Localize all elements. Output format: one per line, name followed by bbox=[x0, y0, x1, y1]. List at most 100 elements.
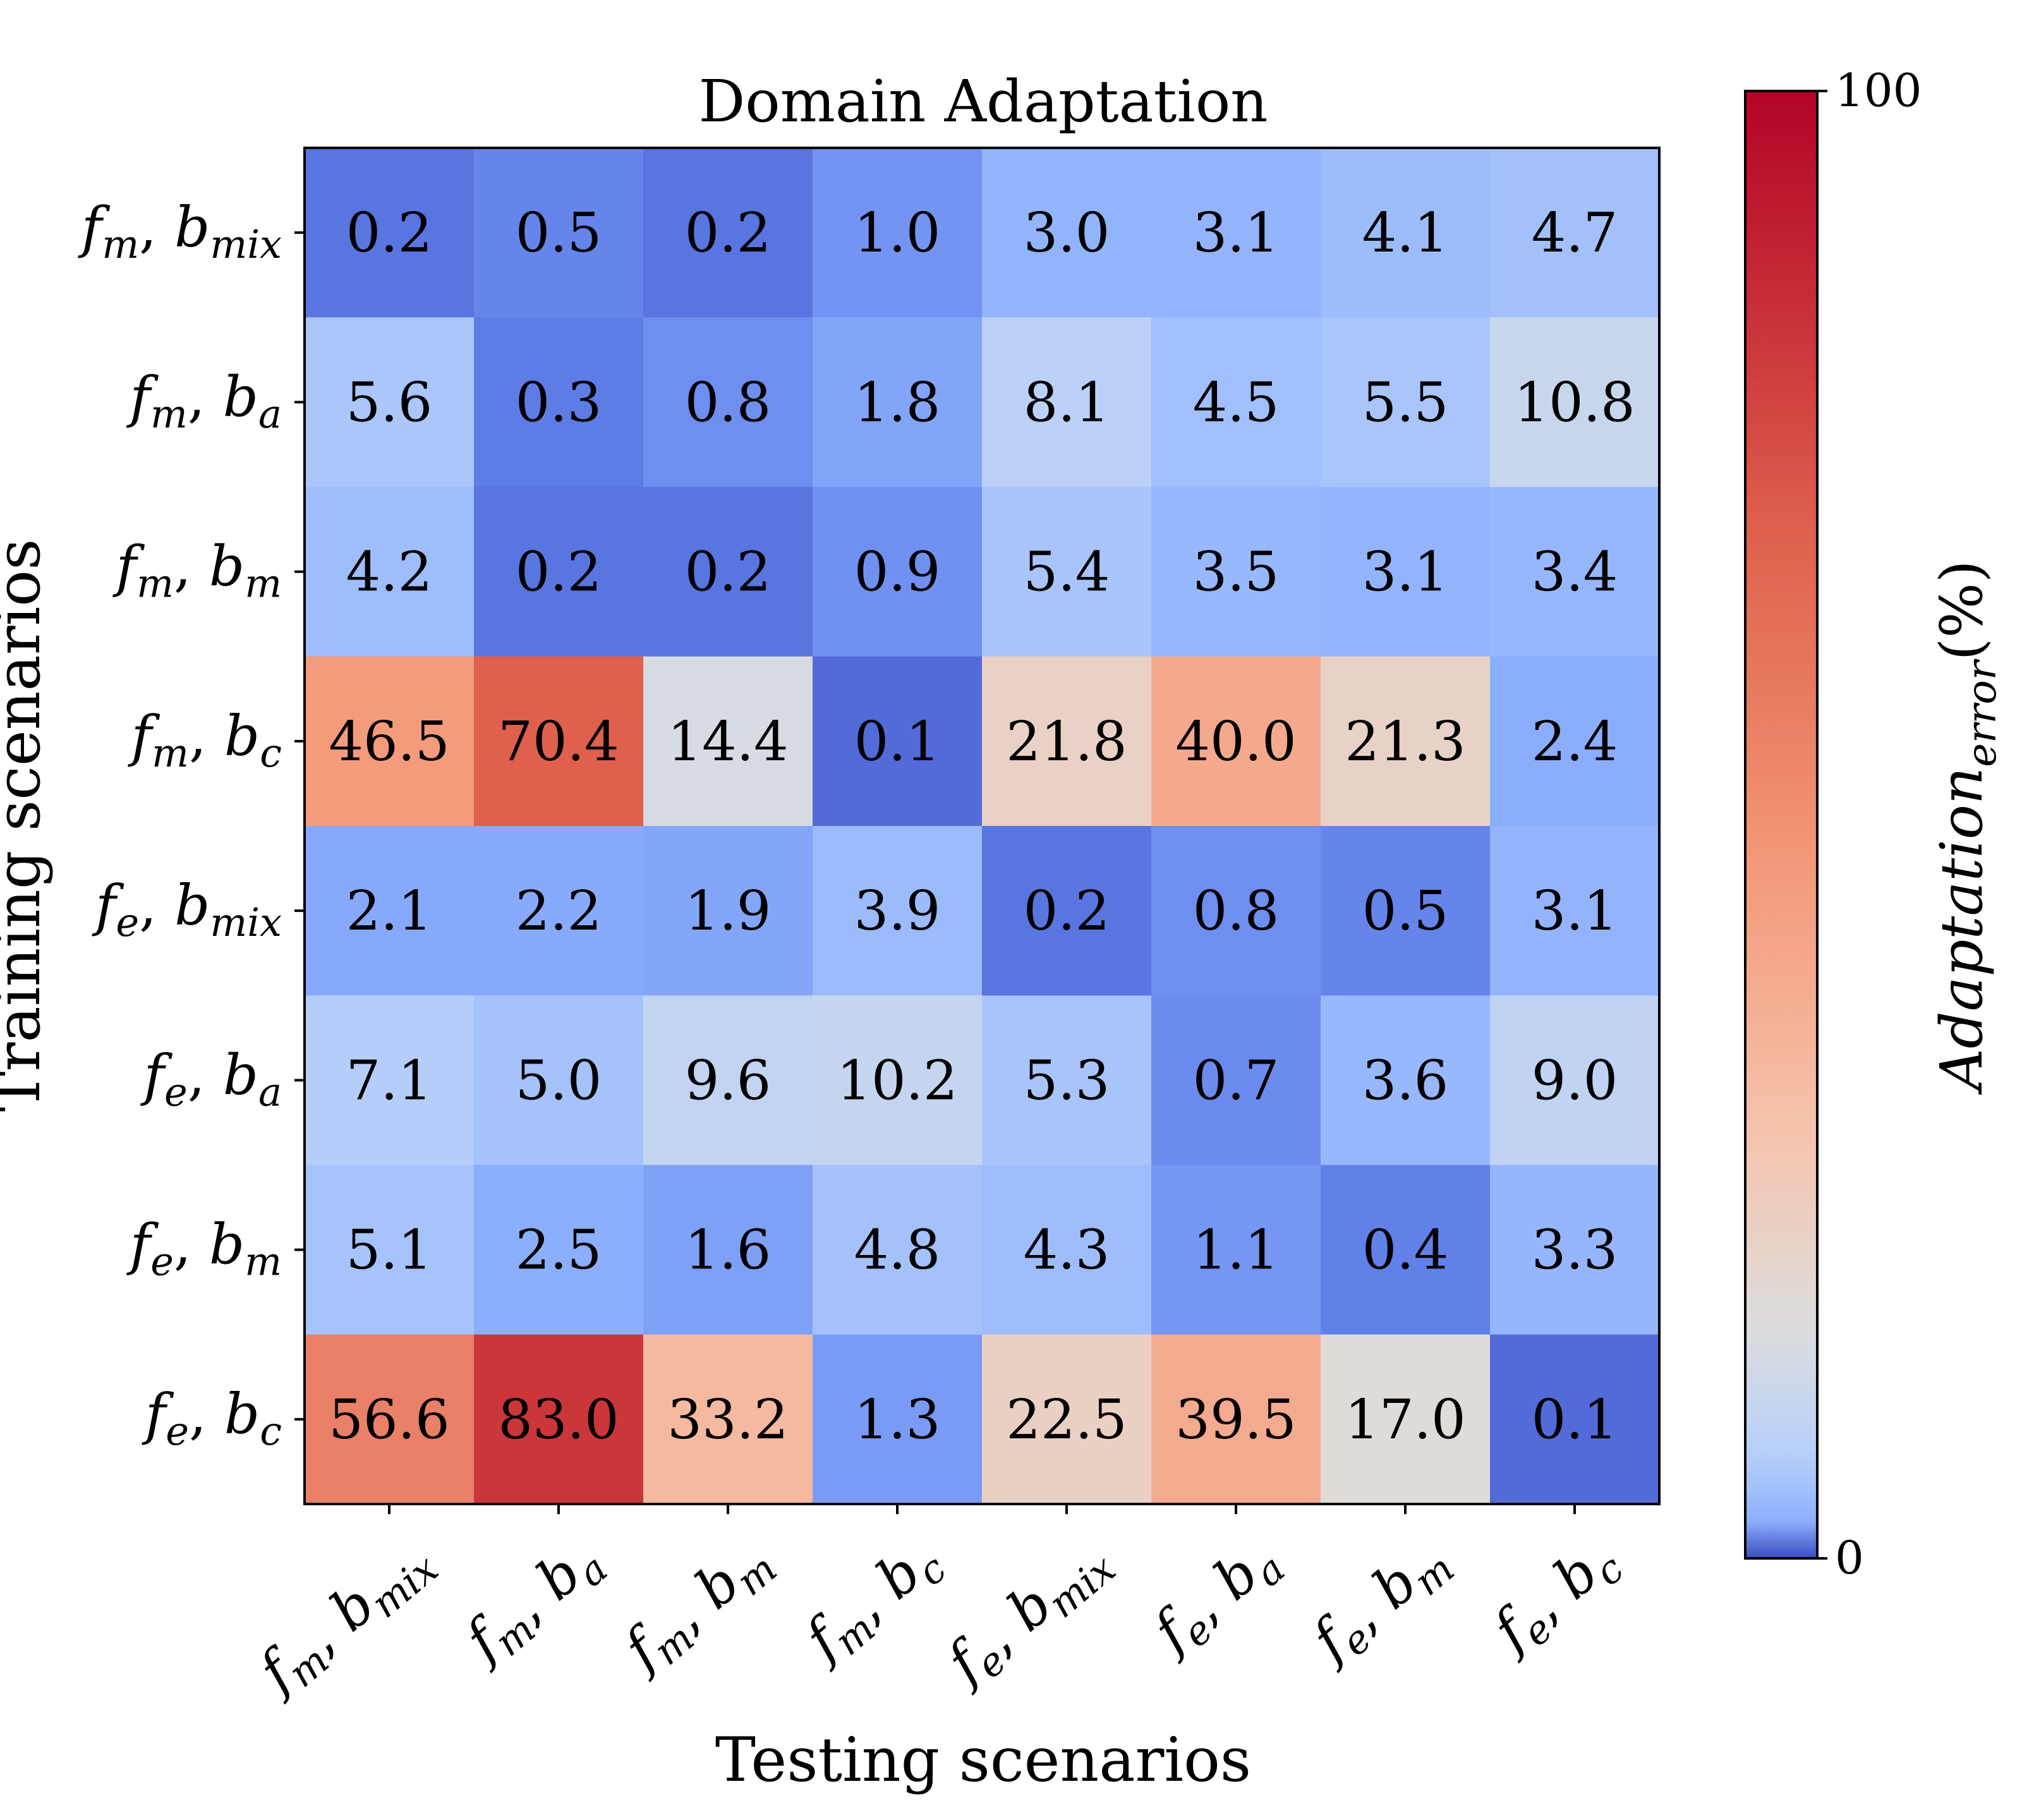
colorbar-tick-label: 100 bbox=[1835, 64, 1922, 117]
x-tick-label: fm, bc bbox=[790, 1525, 955, 1680]
heatmap-cell bbox=[1490, 317, 1660, 488]
cell-value-label: 70.4 bbox=[498, 710, 619, 774]
heatmap-cell bbox=[643, 995, 813, 1166]
heatmap-cell bbox=[813, 1334, 983, 1505]
cell-value-label: 21.8 bbox=[1006, 710, 1127, 774]
heatmap-cell bbox=[1321, 317, 1491, 488]
cell-value-label: 21.3 bbox=[1345, 710, 1465, 774]
cell-value-label: 3.3 bbox=[1532, 1219, 1618, 1282]
cell-value-label: 22.5 bbox=[1006, 1388, 1127, 1452]
heatmap-cell bbox=[1151, 317, 1321, 488]
cell-value-label: 0.1 bbox=[854, 710, 941, 774]
cell-value-label: 4.2 bbox=[346, 541, 433, 604]
cell-value-label: 2.1 bbox=[346, 880, 433, 943]
cell-value-label: 3.1 bbox=[1193, 202, 1280, 265]
cell-value-label: 14.4 bbox=[667, 710, 788, 774]
heatmap-cell bbox=[1321, 826, 1491, 996]
colorbar-label-suffix: (%) bbox=[1928, 560, 1995, 660]
heatmap-cell bbox=[474, 148, 644, 318]
cell-value-label: 1.1 bbox=[1193, 1219, 1280, 1282]
tick-label-subscript: c bbox=[260, 1408, 282, 1454]
cell-value-label: 0.8 bbox=[1193, 880, 1280, 943]
cell-value-label: 1.9 bbox=[685, 880, 772, 943]
cell-value-label: 2.5 bbox=[516, 1219, 602, 1282]
heatmap-cell bbox=[643, 317, 813, 488]
heatmap-cell bbox=[1321, 148, 1491, 318]
cell-value-label: 8.1 bbox=[1024, 371, 1110, 434]
tick-label-symbol: b bbox=[209, 534, 245, 599]
cell-value-label: 10.8 bbox=[1514, 371, 1635, 434]
tick-label-subscript: e bbox=[116, 899, 139, 945]
tick-label-subscript: m bbox=[102, 221, 139, 267]
cell-value-label: 0.1 bbox=[1532, 1388, 1618, 1452]
cell-value-label: 0.3 bbox=[516, 371, 602, 434]
tick-label-separator: , bbox=[174, 534, 209, 599]
x-tick-label: fe, bc bbox=[1478, 1525, 1632, 1671]
tick-label-subscript: m bbox=[245, 1239, 282, 1285]
heatmap-cell-labels: 0.2 0.5 0.2 1.0 3.0 3.1 4.1 4.7 5.6 0.3 0.8 1.8 8.1 4… bbox=[329, 202, 1635, 1452]
cell-value-label: 39.5 bbox=[1175, 1388, 1296, 1452]
colorbar-tick-label: 0 bbox=[1835, 1531, 1864, 1584]
tick-label-separator: , bbox=[139, 873, 174, 938]
heatmap-cell bbox=[982, 317, 1152, 488]
cell-value-label: 40.0 bbox=[1175, 710, 1296, 774]
heatmap-cell bbox=[643, 1334, 813, 1505]
cell-value-label: 4.7 bbox=[1532, 202, 1618, 265]
heatmap-cell bbox=[305, 1165, 475, 1335]
cell-value-label: 5.3 bbox=[1024, 1049, 1110, 1112]
heatmap-cell bbox=[643, 1165, 813, 1335]
cell-value-label: 0.8 bbox=[685, 371, 772, 434]
heatmap-cell bbox=[982, 826, 1152, 996]
cell-value-label: 3.9 bbox=[854, 880, 941, 943]
tick-label-subscript: mix bbox=[210, 899, 282, 945]
heatmap-cell bbox=[813, 656, 983, 827]
tick-label-symbol: b bbox=[209, 1212, 245, 1277]
cell-value-label: 9.0 bbox=[1532, 1049, 1618, 1112]
heatmap-cell bbox=[305, 995, 475, 1166]
cell-value-label: 0.5 bbox=[516, 202, 602, 265]
heatmap-cell bbox=[305, 826, 475, 996]
heatmap-cell bbox=[1151, 656, 1321, 827]
heatmap-cell bbox=[1490, 656, 1660, 827]
tick-label-symbol: b bbox=[223, 1042, 258, 1107]
tick-label-subscript: a bbox=[258, 1069, 282, 1115]
cell-value-label: 3.6 bbox=[1362, 1049, 1449, 1112]
tick-label-separator: , bbox=[189, 1381, 224, 1447]
tick-label-subscript: m bbox=[136, 561, 174, 607]
plot-frame bbox=[303, 147, 1661, 1505]
heatmap-cell bbox=[813, 487, 983, 657]
cell-value-label: 0.2 bbox=[685, 541, 772, 604]
heatmap-cell bbox=[1321, 487, 1491, 657]
cell-value-label: 17.0 bbox=[1345, 1388, 1465, 1452]
cell-value-label: 5.0 bbox=[516, 1049, 602, 1112]
heatmap-cell bbox=[474, 826, 644, 996]
heatmap-cell bbox=[643, 656, 813, 827]
heatmap-cell bbox=[474, 317, 644, 488]
heatmap-cell bbox=[1321, 1165, 1491, 1335]
cell-value-label: 0.4 bbox=[1362, 1219, 1449, 1282]
heatmap-cell bbox=[1490, 1334, 1660, 1505]
cell-value-label: 0.7 bbox=[1193, 1049, 1280, 1112]
y-tick-label: fe, bm bbox=[126, 1212, 282, 1285]
heatmap-cell bbox=[305, 317, 475, 488]
cell-value-label: 10.2 bbox=[837, 1049, 957, 1112]
cell-value-label: 1.8 bbox=[854, 371, 941, 434]
heatmap-cell bbox=[982, 1334, 1152, 1505]
cell-value-label: 0.9 bbox=[854, 541, 941, 604]
x-axis-title: Testing scenarios bbox=[715, 1725, 1251, 1795]
tick-label-symbol: b bbox=[224, 703, 260, 768]
cell-value-label: 5.1 bbox=[346, 1219, 433, 1282]
heatmap-cell bbox=[1321, 656, 1491, 827]
heatmap-cell bbox=[1151, 1165, 1321, 1335]
heatmap-cell bbox=[643, 826, 813, 996]
heatmap-cell bbox=[474, 487, 644, 657]
heatmap-cell bbox=[813, 826, 983, 996]
y-tick-label: fe, bmix bbox=[92, 873, 282, 945]
heatmap-cell bbox=[305, 487, 475, 657]
colorbar-label-main: Adaptation bbox=[1928, 767, 1995, 1096]
heatmap-cell bbox=[1321, 995, 1491, 1166]
tick-label-subscript: mix bbox=[210, 221, 282, 267]
heatmap-cells bbox=[305, 148, 1660, 1505]
